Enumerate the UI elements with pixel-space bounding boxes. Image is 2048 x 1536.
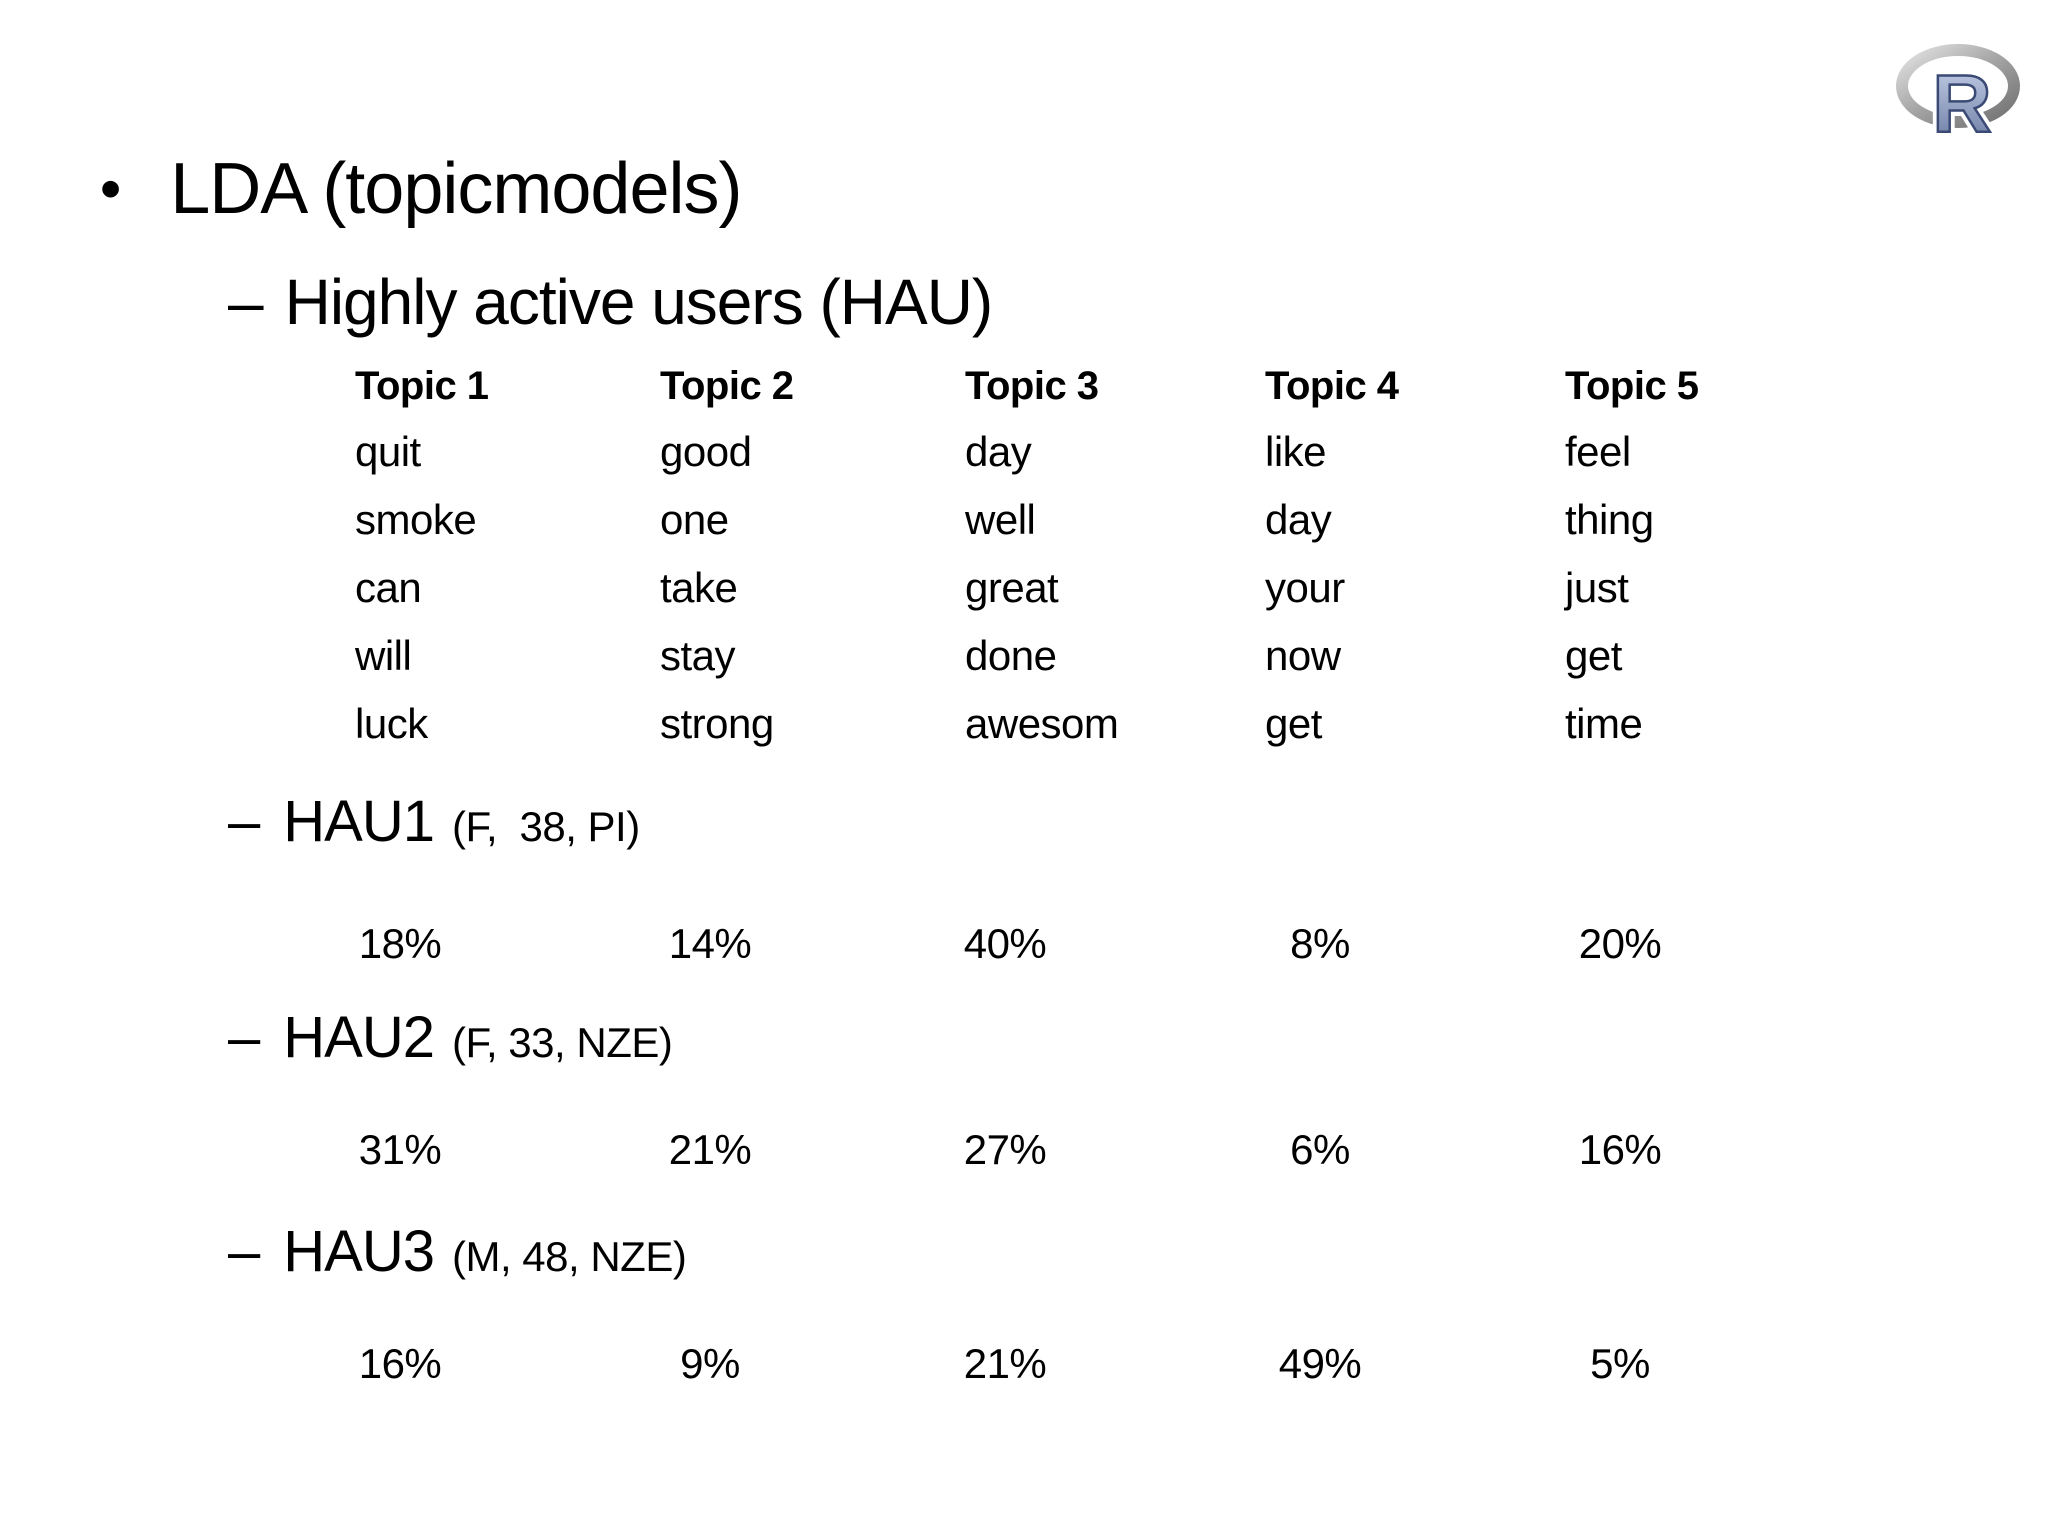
word-cell: day <box>965 428 1032 475</box>
percentage-cell: 18% <box>358 920 442 967</box>
word-cell: one <box>660 496 729 543</box>
topic-header-4: Topic 4 <box>1265 364 1399 408</box>
percentage-cell: 16% <box>358 1340 442 1387</box>
percentage-cell: 31% <box>358 1126 442 1173</box>
percentage-cell: 27% <box>963 1126 1047 1173</box>
percentage-cell: 49% <box>1278 1340 1362 1387</box>
percentage-cell: 21% <box>668 1126 752 1173</box>
hau1-info: (F, 38, PI) <box>451 803 640 850</box>
percentage-cell: 14% <box>668 920 752 967</box>
word-cell: time <box>1565 700 1643 747</box>
page-title: LDA (topicmodels) <box>170 149 742 229</box>
word-cell: strong <box>660 700 774 747</box>
topic-header-1: Topic 1 <box>355 364 489 408</box>
dash-bullet-icon: – <box>228 789 260 854</box>
word-cell: good <box>660 428 752 475</box>
subtitle-line: – Highly active users (HAU) <box>228 266 994 340</box>
topic-header-2: Topic 2 <box>660 364 794 408</box>
title-line: • LDA (topicmodels) <box>98 148 743 231</box>
topic-header-3: Topic 3 <box>965 364 1099 408</box>
word-cell: feel <box>1565 428 1631 475</box>
word-cell: will <box>355 632 412 679</box>
topics-table: Topic 1 Topic 2 Topic 3 Topic 4 Topic 5 … <box>355 354 1865 758</box>
dash-bullet-icon: – <box>228 1219 260 1284</box>
word-cell: thing <box>1565 496 1654 543</box>
bullet-icon: • <box>99 155 121 224</box>
word-cell: take <box>660 564 738 611</box>
hau1-percentages-row: 18% 14% 40% 8% 20% <box>0 916 2048 976</box>
word-cell: great <box>965 564 1059 611</box>
word-cell: get <box>1265 700 1322 747</box>
word-cell: luck <box>355 700 428 747</box>
word-cell: get <box>1565 632 1622 679</box>
percentage-cell: 5% <box>1590 1340 1650 1387</box>
hau2-percentages-row: 31% 21% 27% 6% 16% <box>0 1122 2048 1182</box>
word-cell: stay <box>660 632 736 679</box>
hau2-heading: – HAU2 (F, 33, NZE) <box>228 1004 673 1071</box>
percentage-cell: 16% <box>1578 1126 1662 1173</box>
word-cell: can <box>355 564 422 611</box>
hau3-percentages-row: 16% 9% 21% 49% 5% <box>0 1336 2048 1396</box>
percentage-cell: 40% <box>963 920 1047 967</box>
percentage-cell: 9% <box>680 1340 740 1387</box>
word-cell: like <box>1265 428 1327 475</box>
percentage-cell: 8% <box>1290 920 1350 967</box>
percentage-cell: 6% <box>1290 1126 1350 1173</box>
hau3-heading: – HAU3 (M, 48, NZE) <box>228 1218 687 1285</box>
percentage-cell: 21% <box>963 1340 1047 1387</box>
hau3-info: (M, 48, NZE) <box>451 1233 687 1280</box>
percentage-cell: 20% <box>1578 920 1662 967</box>
r-logo-letter-halo: R <box>1932 59 1991 146</box>
word-cell: quit <box>355 428 421 475</box>
topic-header-5: Topic 5 <box>1565 364 1699 408</box>
dash-bullet-icon: – <box>228 266 264 338</box>
hau1-heading: – HAU1 (F, 38, PI) <box>228 788 640 855</box>
word-cell: done <box>965 632 1057 679</box>
hau3-name: HAU3 <box>283 1219 435 1284</box>
word-cell: day <box>1265 496 1332 543</box>
r-logo-graphic: R R <box>1896 44 2020 155</box>
r-logo-letter: R <box>1932 59 1991 146</box>
word-cell: well <box>965 496 1036 543</box>
word-cell: now <box>1265 632 1341 679</box>
subtitle: Highly active users (HAU) <box>284 266 994 338</box>
hau1-name: HAU1 <box>283 789 435 854</box>
hau2-name: HAU2 <box>283 1005 435 1070</box>
word-cell: your <box>1265 564 1345 611</box>
word-cell: smoke <box>355 496 477 543</box>
word-cell: just <box>1565 564 1629 611</box>
r-logo: R R <box>1896 28 2030 155</box>
dash-bullet-icon: – <box>228 1005 260 1070</box>
word-cell: awesom <box>965 700 1119 747</box>
hau2-info: (F, 33, NZE) <box>451 1019 673 1066</box>
